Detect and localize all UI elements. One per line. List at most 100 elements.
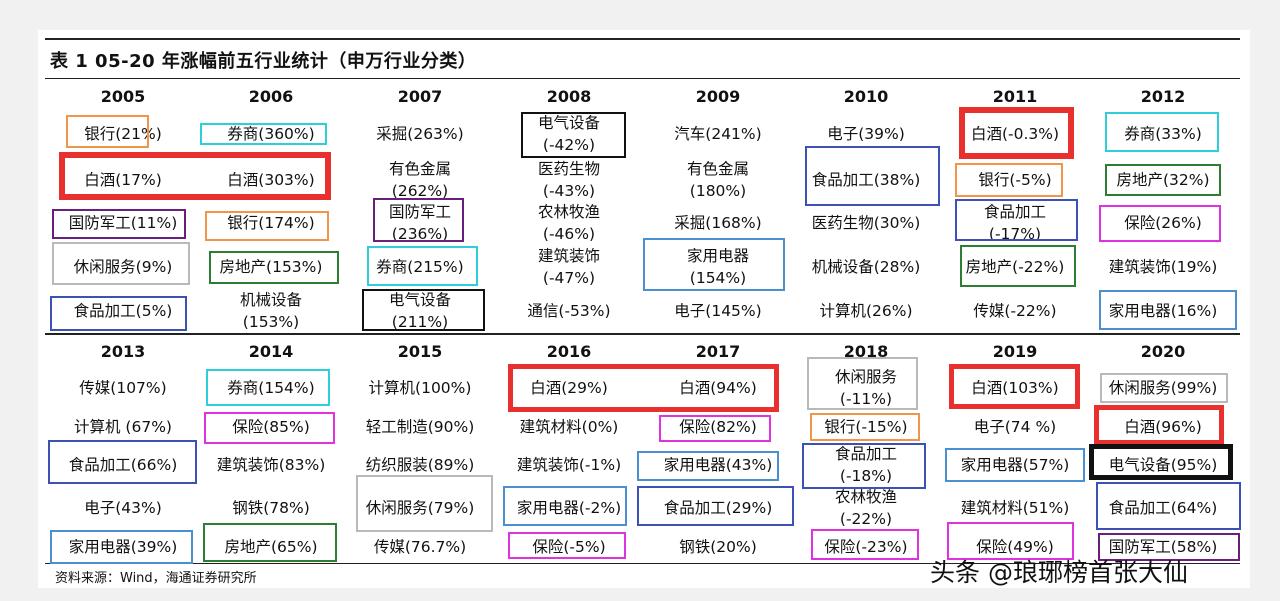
- top-rule: [45, 38, 1240, 40]
- industry-cell-2018-rank-4: 农林牧渔 (-22%): [798, 486, 934, 530]
- industry-cell-2009-rank-3: 采掘(168%): [650, 212, 786, 234]
- industry-cell-2006-rank-1: 券商(360%): [203, 123, 339, 145]
- highlight-box-magenta: [947, 522, 1074, 560]
- industry-cell-2017-rank-4: 食品加工(29%): [650, 497, 786, 519]
- industry-cell-2006-rank-5: 机械设备 (153%): [203, 289, 339, 333]
- cell-text-line: 有色金属: [686, 160, 749, 178]
- year-header-2015: 2015: [397, 342, 443, 361]
- industry-cell-2009-rank-2: 有色金属 (180%): [650, 158, 786, 202]
- highlight-box-cyan: [206, 369, 330, 406]
- industry-cell-2008-rank-4: 建筑装饰 (-47%): [501, 245, 637, 289]
- highlight-box-gray: [807, 357, 918, 410]
- industry-cell-2020-rank-4: 食品加工(64%): [1095, 497, 1231, 519]
- industry-cell-2015-rank-5: 传媒(76.7%): [352, 536, 488, 558]
- industry-cell-2015-rank-3: 纺织服装(89%): [352, 454, 488, 476]
- industry-cell-2007-rank-2: 有色金属 (262%): [352, 158, 488, 202]
- industry-cell-2019-rank-3: 家用电器(57%): [947, 454, 1083, 476]
- highlight-box-magenta: [659, 415, 771, 442]
- year-header-2008: 2008: [546, 87, 592, 106]
- highlight-box-magenta: [508, 532, 626, 559]
- bottom-rule: [45, 563, 1240, 564]
- industry-cell-2016-rank-5: 保险(-5%): [501, 536, 637, 558]
- table-title: 表 1 05-20 年涨幅前五行业统计（申万行业分类）: [50, 51, 477, 72]
- cell-text-line: 传媒(76.7%): [373, 538, 467, 556]
- cell-text-line: 国防军工: [388, 203, 451, 221]
- cell-text-line: 国防军工(11%): [68, 214, 178, 232]
- cell-text-line: 建筑装饰: [537, 247, 600, 265]
- cell-text-line: 国防军工(58%): [1108, 538, 1218, 556]
- industry-cell-2008-rank-1: 电气设备 (-42%): [501, 112, 637, 156]
- year-header-2019: 2019: [992, 342, 1038, 361]
- highlight-box-magenta: [204, 412, 335, 444]
- cell-text-line: 计算机 (67%): [74, 418, 172, 436]
- cell-text-line: 建筑装饰(19%): [1108, 258, 1218, 276]
- cell-text-line: 家用电器(39%): [68, 538, 178, 556]
- cell-text-line: 银行(-15%): [824, 418, 908, 436]
- cell-text-line: 休闲服务(79%): [365, 499, 475, 517]
- cell-text-line: 钢铁(20%): [679, 538, 757, 556]
- industry-cell-2007-rank-3: 国防军工 (236%): [352, 201, 488, 245]
- cell-text-line: 家用电器(16%): [1108, 302, 1218, 320]
- highlight-box-gray: [1100, 373, 1228, 403]
- industry-cell-2019-rank-5: 保险(49%): [947, 536, 1083, 558]
- highlight-box-orange: [810, 413, 920, 441]
- industry-cell-2017-rank-1: 白酒(94%): [650, 377, 786, 399]
- industry-cell-2007-rank-4: 券商(215%): [352, 256, 488, 278]
- cell-text-line: 休闲服务(99%): [1108, 379, 1218, 397]
- cell-text-line: 纺织服装(89%): [365, 456, 475, 474]
- year-header-2011: 2011: [992, 87, 1038, 106]
- highlight-box-gray: [52, 242, 190, 285]
- highlight-box-red: [508, 364, 779, 412]
- industry-cell-2016-rank-2: 建筑材料(0%): [501, 416, 637, 438]
- cell-text-line: (-43%): [542, 182, 596, 200]
- cell-text-line: 食品加工(66%): [68, 456, 178, 474]
- highlight-box-magenta: [1099, 205, 1221, 242]
- cell-text-line: 房地产(32%): [1116, 171, 1210, 189]
- cell-text-line: (180%): [689, 182, 747, 200]
- industry-cell-2014-rank-5: 房地产(65%): [203, 536, 339, 558]
- highlight-box-blue: [805, 146, 940, 206]
- cell-text-line: (154%): [689, 269, 747, 287]
- industry-cell-2014-rank-3: 建筑装饰(83%): [203, 454, 339, 476]
- cell-text-line: 采掘(168%): [674, 214, 762, 232]
- cell-text-line: (-46%): [542, 225, 596, 243]
- industry-cell-2013-rank-2: 计算机 (67%): [55, 416, 191, 438]
- industry-cell-2010-rank-4: 机械设备(28%): [798, 256, 934, 278]
- industry-cell-2011-rank-4: 房地产(-22%): [947, 256, 1083, 278]
- industry-cell-2009-rank-1: 汽车(241%): [650, 123, 786, 145]
- cell-text-line: 休闲服务: [834, 368, 897, 386]
- year-header-2018: 2018: [843, 342, 889, 361]
- industry-cell-2017-rank-2: 保险(82%): [650, 416, 786, 438]
- industry-cell-2013-rank-1: 传媒(107%): [55, 377, 191, 399]
- industry-cell-2014-rank-1: 券商(154%): [203, 377, 339, 399]
- cell-text-line: 保险(49%): [976, 538, 1054, 556]
- industry-cell-2005-rank-3: 国防军工(11%): [55, 212, 191, 234]
- cell-text-line: 计算机(100%): [368, 379, 472, 397]
- industry-cell-2011-rank-3: 食品加工 (-17%): [947, 201, 1083, 245]
- highlight-box-purple: [1098, 533, 1240, 561]
- highlight-box-green: [203, 523, 337, 562]
- industry-cell-2005-rank-1: 银行(21%): [55, 123, 191, 145]
- industry-cell-2010-rank-3: 医药生物(30%): [798, 212, 934, 234]
- cell-text-line: 食品加工(38%): [811, 171, 921, 189]
- cell-text-line: 电气设备: [537, 114, 600, 132]
- cell-text-line: (-11%): [839, 390, 893, 408]
- cell-text-line: 保险(85%): [232, 418, 310, 436]
- cell-text-line: 券商(215%): [376, 258, 464, 276]
- cell-text-line: 农林牧渔: [834, 488, 897, 506]
- highlight-box-green: [1105, 164, 1221, 196]
- industry-cell-2016-rank-1: 白酒(29%): [501, 377, 637, 399]
- year-header-2012: 2012: [1140, 87, 1186, 106]
- highlight-box-orange: [955, 163, 1063, 197]
- year-header-2007: 2007: [397, 87, 443, 106]
- cell-text-line: 汽车(241%): [674, 125, 762, 143]
- highlight-box-blue: [802, 443, 926, 489]
- cell-text-line: 食品加工(5%): [73, 302, 173, 320]
- industry-cell-2018-rank-1: 休闲服务 (-11%): [798, 366, 934, 410]
- industry-cell-2014-rank-4: 钢铁(78%): [203, 497, 339, 519]
- industry-cell-2013-rank-4: 电子(43%): [55, 497, 191, 519]
- cell-text-line: (-18%): [839, 467, 893, 485]
- highlight-box-red: [959, 107, 1074, 159]
- industry-cell-2013-rank-5: 家用电器(39%): [55, 536, 191, 558]
- industry-cell-2007-rank-5: 电气设备 (211%): [352, 289, 488, 333]
